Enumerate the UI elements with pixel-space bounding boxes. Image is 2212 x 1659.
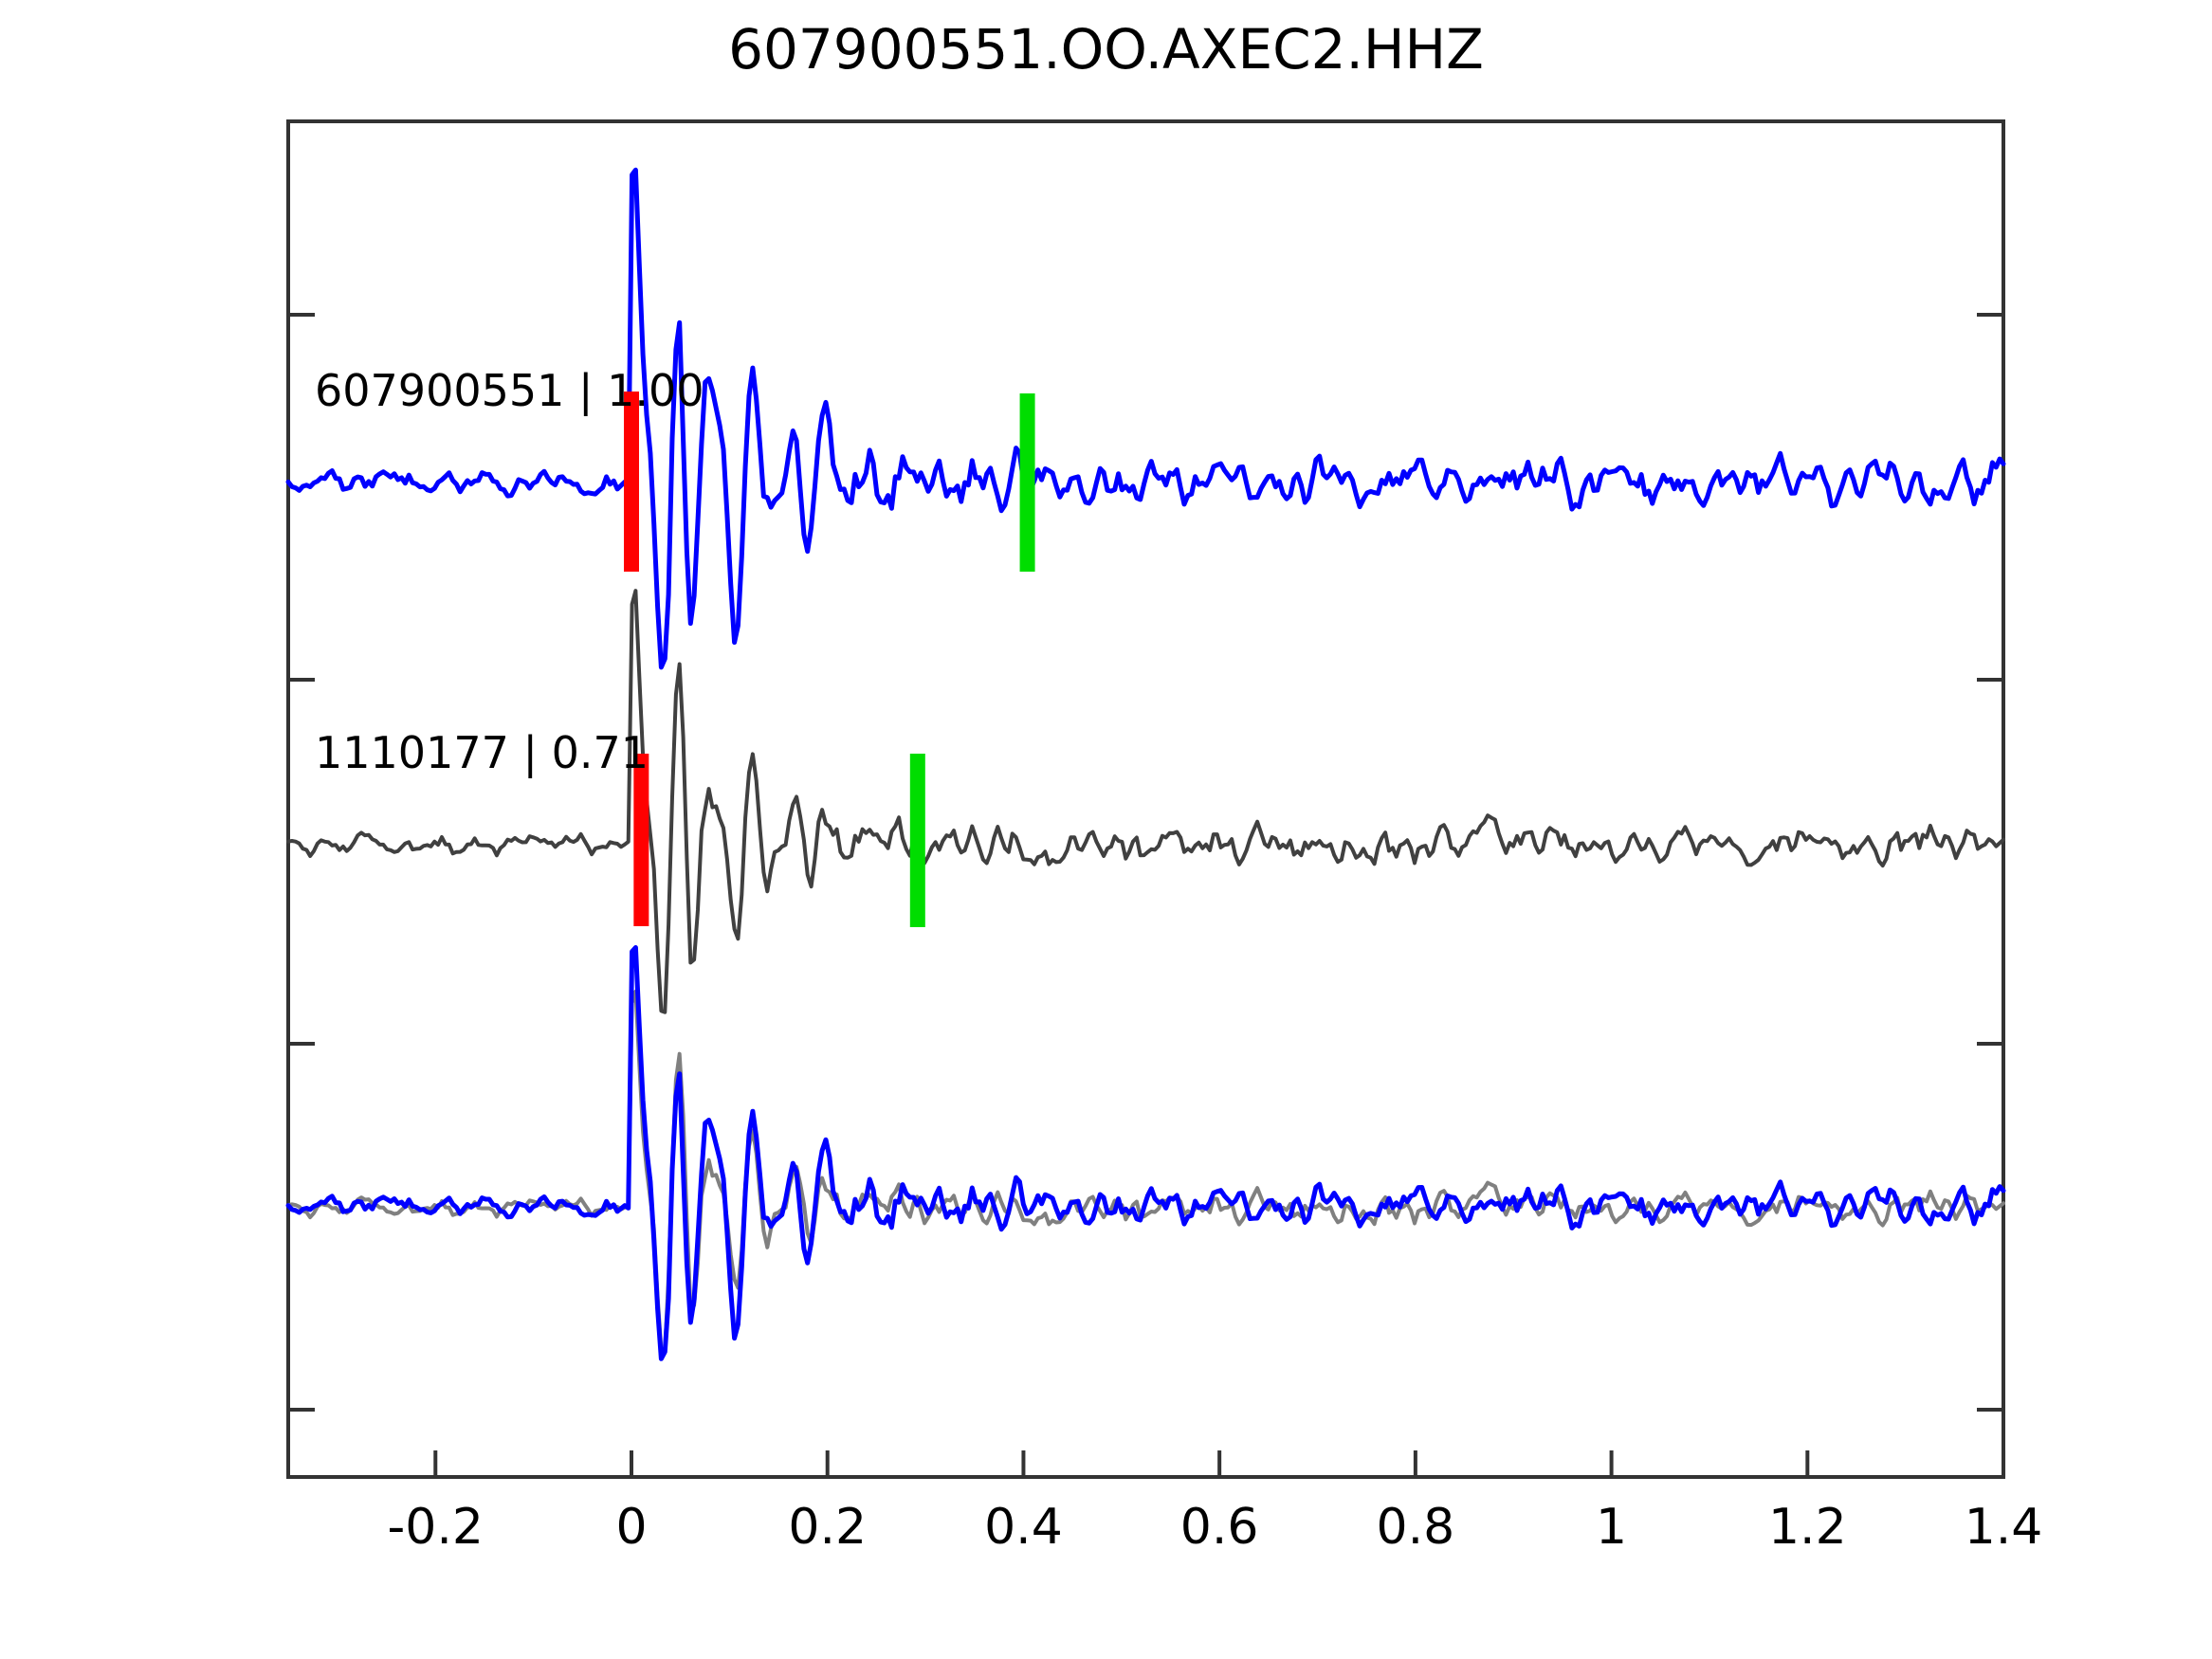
pick-s-marker-panel-1	[909, 754, 925, 927]
trace-label-detection: 1110177 | 0.71	[315, 727, 649, 779]
trace-path-detection	[286, 589, 2005, 1014]
x-tick-label: 0.2	[788, 1499, 867, 1556]
y-axis-ticks	[288, 313, 2003, 1412]
waveform-traces	[285, 167, 2006, 1361]
pick-p-marker-panel-0	[624, 392, 639, 572]
trace-path-template	[285, 167, 2006, 670]
x-tick-label: 0	[615, 1499, 647, 1556]
axes-frame	[286, 119, 2005, 1479]
x-axis-tick-labels: -0.2 0 0.2 0.4 0.6 0.8 1 1.2 1.4	[388, 1499, 2043, 1556]
x-tick-label: 1.2	[1768, 1499, 1847, 1556]
x-tick-label: 1.4	[1965, 1499, 2043, 1556]
page-title: 607900551.OO.AXEC2.HHZ	[728, 17, 1484, 82]
x-tick-label: 0.6	[1180, 1499, 1259, 1556]
trace-label-template: 607900551 | 1.00	[315, 365, 704, 417]
trace-path-overlay-detection	[286, 989, 2005, 1353]
trace-path-overlay-template	[285, 945, 2006, 1361]
pick-markers	[624, 392, 1035, 927]
x-tick-label: 0.4	[984, 1499, 1063, 1556]
x-tick-label: 0.8	[1377, 1499, 1455, 1556]
x-tick-label: -0.2	[388, 1499, 484, 1556]
x-axis-ticks	[433, 1450, 2006, 1477]
x-tick-label: 1	[1596, 1499, 1627, 1556]
pick-p-marker-panel-1	[633, 754, 649, 926]
pick-s-marker-panel-0	[1019, 393, 1035, 572]
